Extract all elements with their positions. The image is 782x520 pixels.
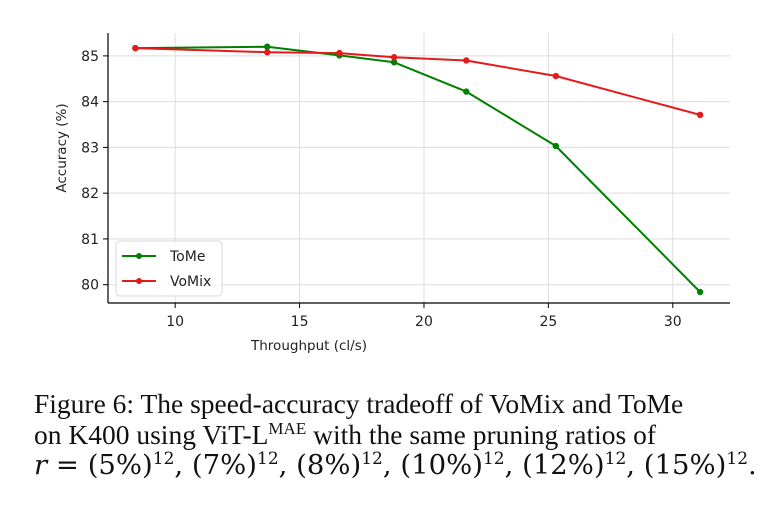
caption-line-3: r = (5%)12, (7%)12, (8%)12, (10%)12, (12… <box>34 449 757 481</box>
series-layer <box>132 43 704 296</box>
caption-ratio-exponent: 12 <box>257 448 279 469</box>
caption-ratio: (15%) <box>643 449 727 481</box>
caption-superscript: MAE <box>268 418 307 438</box>
x-tick-label: 20 <box>415 314 433 330</box>
x-tick-label: 25 <box>539 314 557 330</box>
caption-math-eq: = <box>47 449 88 481</box>
caption-ratio-exponent: 12 <box>361 448 383 469</box>
caption-separator: , <box>504 449 523 481</box>
caption-ratio-exponent: 12 <box>152 448 175 469</box>
caption-ratio-exponent: 12 <box>482 448 505 469</box>
legend-swatch-marker <box>136 253 142 259</box>
x-tick-label: 10 <box>166 314 184 330</box>
caption-line-2: on K400 using ViT-LMAE with the same pru… <box>34 419 752 450</box>
legend-item-vomix: VoMix <box>122 274 211 290</box>
data-point-vomix <box>696 111 704 119</box>
data-point-vomix <box>132 44 139 52</box>
y-axis-label: Accuracy (%) <box>54 103 70 192</box>
caption-text: with the same pruning ratios of <box>306 419 656 450</box>
caption-ratio: (12%) <box>522 449 605 481</box>
data-point-vomix <box>552 72 560 80</box>
legend-label: VoMix <box>170 274 211 290</box>
data-point-tome <box>696 288 704 296</box>
caption-math-var: r <box>34 449 48 481</box>
data-point-tome <box>552 142 560 150</box>
y-tick-label: 83 <box>81 140 99 156</box>
data-point-vomix <box>463 57 470 64</box>
data-point-vomix <box>336 49 343 57</box>
y-tick-label: 80 <box>81 278 99 294</box>
legend-item-tome: ToMe <box>122 249 205 265</box>
caption-ratio-exponent: 12 <box>726 448 749 469</box>
caption-separator: , <box>174 449 192 481</box>
legend-swatch-marker <box>136 278 142 284</box>
y-tick-label: 81 <box>81 232 99 248</box>
caption-separator: , <box>382 449 401 481</box>
series-vomix <box>132 44 704 119</box>
caption-ratio-exponent: 12 <box>604 448 627 469</box>
x-axis-label: Throughput (cl/s) <box>250 338 367 354</box>
caption-ratio: (5%) <box>87 449 153 481</box>
legend-box <box>115 240 223 297</box>
data-point-vomix <box>390 54 398 61</box>
legend: ToMe VoMix <box>115 240 223 297</box>
chart: 10 15 20 25 30 80 81 82 83 84 85 Throughput (cl/s… <box>54 33 730 354</box>
data-point-tome <box>463 88 470 95</box>
caption-separator: , <box>626 449 644 481</box>
caption-math-end: . <box>748 449 757 481</box>
caption-ratio-list: (5%)12, (7%)12, (8%)12, (10%)12, (12%)12… <box>88 449 748 481</box>
data-point-vomix <box>264 49 271 56</box>
y-tick-label: 85 <box>81 49 99 65</box>
figure-caption: Figure 6: The speed-accuracy tradeoff of… <box>34 388 757 481</box>
y-tick-label: 84 <box>81 95 99 111</box>
caption-text: on K400 using ViT-L <box>34 419 269 450</box>
data-point-tome <box>390 59 398 66</box>
caption-ratio: (10%) <box>400 449 483 481</box>
y-tick-label: 82 <box>81 186 99 202</box>
caption-separator: , <box>278 449 297 481</box>
x-tick-label: 30 <box>664 314 682 330</box>
axes <box>107 33 730 304</box>
caption-ratio: (8%) <box>296 449 362 481</box>
caption-line-1: Figure 6: The speed-accuracy tradeoff of… <box>34 388 684 419</box>
x-tick-label: 15 <box>291 314 309 330</box>
data-point-tome <box>264 43 271 50</box>
legend-label: ToMe <box>169 249 205 265</box>
x-ticks: 10 15 20 25 30 <box>166 303 682 330</box>
series-line-vomix <box>135 47 701 116</box>
caption-ratio: (7%) <box>191 449 257 481</box>
y-ticks: 80 81 82 83 84 85 <box>81 49 108 294</box>
